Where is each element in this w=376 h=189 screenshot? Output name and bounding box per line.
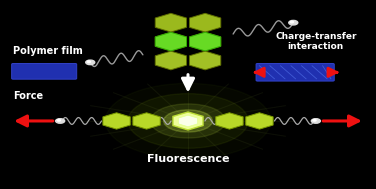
Text: Fluorescence: Fluorescence: [147, 154, 229, 164]
Polygon shape: [103, 113, 130, 129]
Polygon shape: [133, 113, 160, 129]
Circle shape: [86, 60, 95, 65]
Ellipse shape: [180, 117, 196, 125]
Polygon shape: [216, 113, 243, 129]
Ellipse shape: [150, 104, 226, 138]
Circle shape: [313, 119, 316, 121]
Circle shape: [289, 20, 298, 25]
Polygon shape: [190, 51, 221, 70]
Text: Charge-transfer
interaction: Charge-transfer interaction: [275, 32, 356, 51]
Ellipse shape: [128, 94, 248, 148]
Polygon shape: [173, 112, 203, 130]
Circle shape: [311, 119, 320, 123]
Polygon shape: [155, 51, 186, 70]
FancyBboxPatch shape: [12, 64, 77, 79]
Text: Polymer film: Polymer film: [13, 46, 83, 56]
Ellipse shape: [174, 115, 202, 127]
Polygon shape: [179, 115, 197, 127]
Polygon shape: [155, 13, 186, 32]
Polygon shape: [155, 32, 186, 51]
Polygon shape: [190, 32, 221, 51]
Polygon shape: [155, 32, 186, 51]
Ellipse shape: [164, 110, 212, 132]
Circle shape: [57, 119, 61, 121]
Polygon shape: [190, 13, 221, 32]
Polygon shape: [190, 32, 221, 51]
Polygon shape: [246, 113, 273, 129]
Circle shape: [56, 119, 65, 123]
Circle shape: [87, 61, 91, 63]
Circle shape: [290, 21, 294, 23]
Text: Force: Force: [13, 91, 43, 101]
FancyBboxPatch shape: [256, 64, 334, 81]
